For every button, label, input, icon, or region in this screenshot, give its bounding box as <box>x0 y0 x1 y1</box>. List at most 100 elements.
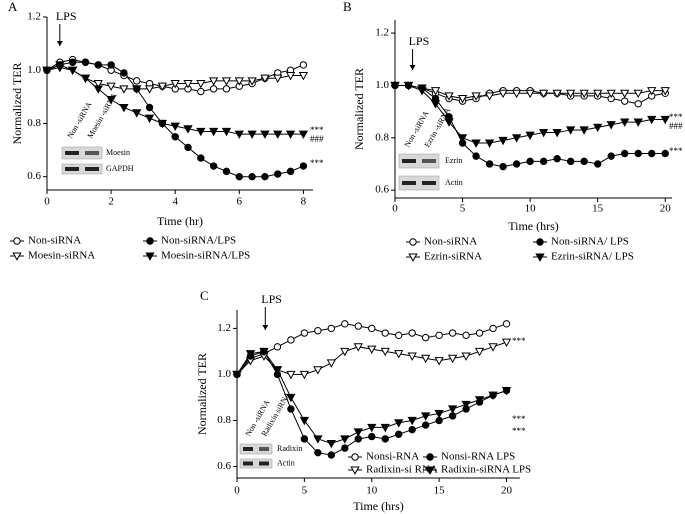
marker <box>417 87 427 96</box>
legend-marker <box>425 466 435 475</box>
x-axis-title: Time (hrs) <box>353 499 404 513</box>
blot-band <box>402 181 416 185</box>
legend-label: Non-siRNA/LPS <box>161 235 236 247</box>
marker <box>390 81 400 91</box>
marker <box>381 329 389 337</box>
marker <box>314 327 322 335</box>
marker <box>525 89 535 99</box>
marker <box>607 152 615 160</box>
y-tick-label: 0.8 <box>375 131 389 143</box>
marker <box>421 412 431 421</box>
marker <box>474 347 485 357</box>
marker <box>273 343 282 351</box>
marker <box>313 366 323 375</box>
x-tick-label: 2 <box>108 196 114 208</box>
marker <box>485 160 494 168</box>
marker <box>593 89 603 99</box>
marker <box>235 172 243 181</box>
legend-label: Radixin-siRNA LPS <box>441 464 531 476</box>
blot-band <box>243 447 253 451</box>
marker <box>593 123 603 133</box>
marker <box>234 77 244 86</box>
x-axis-title: Time (hrs) <box>508 219 559 233</box>
marker <box>430 87 441 96</box>
marker <box>326 439 336 449</box>
marker <box>434 410 444 419</box>
y-tick-label: 1.0 <box>375 79 389 91</box>
marker <box>395 430 403 438</box>
blot <box>398 175 440 191</box>
blot <box>239 458 273 469</box>
marker <box>421 354 431 364</box>
marker <box>621 97 629 105</box>
lps-label: LPS <box>261 292 282 306</box>
x-tick-label: 5 <box>460 203 466 215</box>
blot-band <box>65 167 79 171</box>
marker <box>461 400 471 410</box>
blot-band <box>422 159 436 163</box>
legend-label: Moesin-siRNA/LPS <box>161 250 250 262</box>
marker <box>286 370 296 380</box>
marker <box>538 129 549 138</box>
marker <box>484 139 495 148</box>
marker <box>367 345 377 354</box>
marker <box>326 359 336 368</box>
marker <box>488 391 498 400</box>
marker <box>502 320 511 328</box>
marker <box>353 428 363 437</box>
y-axis-title: Normalized TER <box>195 353 209 435</box>
marker <box>457 94 468 104</box>
marker <box>606 121 616 130</box>
y-tick-label: 1.0 <box>27 64 41 76</box>
marker <box>133 77 141 85</box>
marker <box>144 114 155 123</box>
marker <box>634 100 642 108</box>
y-tick-label: 0.6 <box>27 170 41 182</box>
marker <box>647 87 657 96</box>
x-tick-label: 20 <box>660 203 672 215</box>
marker <box>444 92 454 101</box>
marker <box>299 61 308 69</box>
marker <box>287 405 295 413</box>
marker <box>67 66 78 76</box>
marker <box>661 149 669 158</box>
y-tick-label: 0.8 <box>27 117 41 129</box>
marker <box>462 331 470 340</box>
marker <box>42 66 52 76</box>
marker <box>566 89 576 99</box>
panel-label: B <box>343 0 352 14</box>
marker <box>579 126 589 135</box>
legend-marker <box>146 237 154 245</box>
marker <box>327 324 336 333</box>
marker <box>93 79 103 89</box>
lps-arrow-head <box>262 325 269 330</box>
marker <box>170 79 180 89</box>
marker <box>81 58 90 66</box>
marker <box>660 115 670 125</box>
marker <box>403 81 414 91</box>
blot-band <box>259 461 269 466</box>
y-tick-label: 0.6 <box>375 184 389 196</box>
x-tick-label: 10 <box>366 485 378 497</box>
marker <box>183 79 193 89</box>
y-tick-label: 1.0 <box>217 368 231 380</box>
marker <box>119 103 129 113</box>
marker <box>408 329 416 337</box>
legend-marker <box>426 453 434 461</box>
marker <box>633 89 643 99</box>
legend-label: Radixin-si RNA <box>366 464 438 476</box>
marker <box>260 74 270 84</box>
x-tick-label: 0 <box>44 196 50 208</box>
marker <box>234 130 244 139</box>
marker <box>511 134 522 143</box>
marker <box>340 435 350 444</box>
panel-label: A <box>8 0 18 14</box>
band-label: Ezrin <box>445 156 462 165</box>
marker <box>606 89 616 99</box>
marker <box>285 72 296 81</box>
marker <box>287 336 295 344</box>
marker <box>525 131 535 141</box>
marker <box>245 350 256 359</box>
marker <box>197 87 205 96</box>
marker <box>261 172 269 181</box>
